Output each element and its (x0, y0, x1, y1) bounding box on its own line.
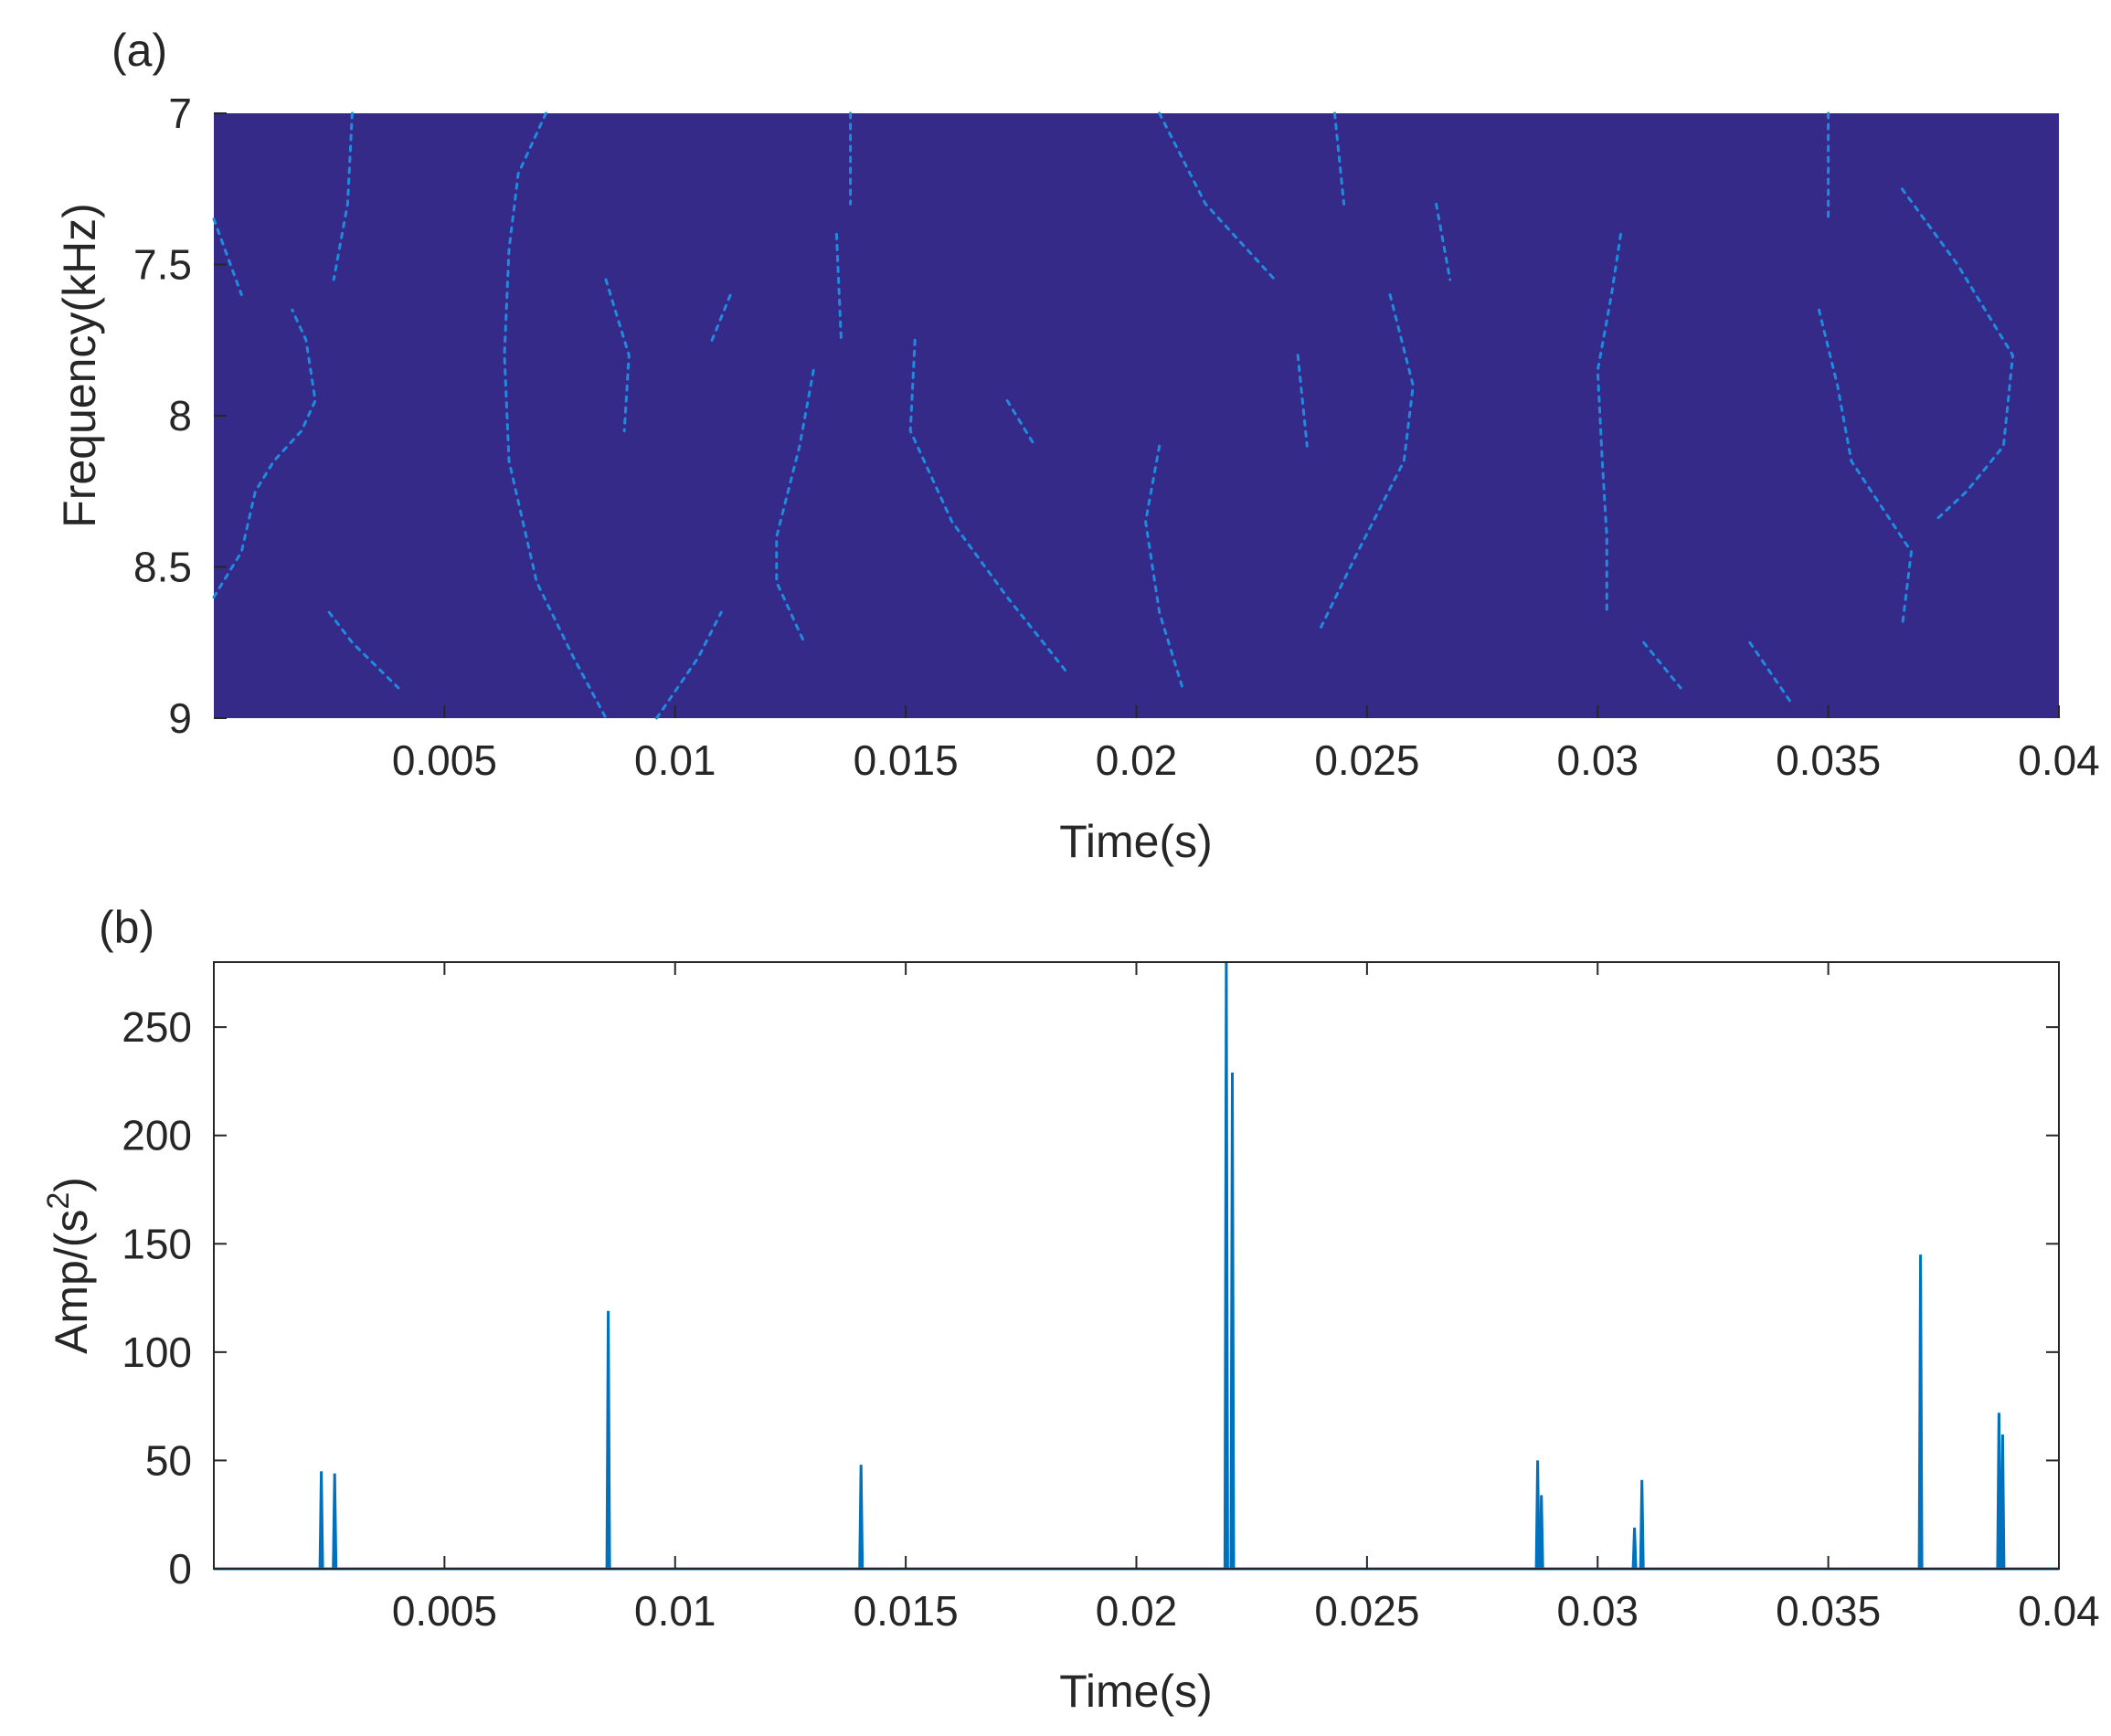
spectrogram-ridge (1748, 640, 1793, 704)
x-tick-label: 0.04 (2018, 736, 2100, 784)
y-tick-label: 250 (122, 1003, 192, 1051)
spectrogram-ridge (710, 293, 732, 342)
panel-b-label: (b) (99, 902, 154, 953)
spectrogram-ridge (834, 232, 843, 342)
spectrogram-ridge (604, 278, 631, 433)
spectrogram-ridge (332, 111, 354, 281)
y-tick-label: 200 (122, 1112, 192, 1159)
y-tick-label: 100 (122, 1328, 192, 1376)
amplitude-spike (1996, 1413, 2002, 1570)
panel-b-x-axis-label: Time(s) (1059, 1666, 1213, 1717)
x-tick-label: 0.005 (392, 736, 497, 784)
amplitude-spike (1534, 1460, 1541, 1570)
spectrogram-ridge (1144, 444, 1184, 690)
x-tick-label: 0.01 (634, 736, 716, 784)
spectrogram-ridge (1642, 640, 1682, 690)
panel-a: (a) 0.005 0.01 0.015 0.02 0.025 0.03 0.035 0.04… (54, 25, 2100, 867)
x-tick-label: 0.015 (854, 1587, 959, 1635)
x-tick-label: 0.035 (1776, 736, 1881, 784)
spectrogram-ridge (1005, 399, 1036, 448)
amplitude-spike (1223, 961, 1229, 1570)
panel-a-y-axis-label: Frequency(kHz) (54, 203, 105, 528)
spectrogram-ridge (1319, 293, 1415, 630)
x-tick-label: 0.005 (392, 1587, 497, 1635)
amplitude-spike (318, 1471, 324, 1570)
amplitude-spike (1538, 1495, 1544, 1570)
amplitude-spike (1917, 1254, 1924, 1570)
panel-b-y-axis-label-main: Amp/(s (46, 1210, 97, 1354)
amplitude-spike (1639, 1479, 1645, 1570)
x-tick-label: 0.035 (1776, 1587, 1881, 1635)
spectrogram-ridge (1158, 111, 1277, 281)
spectrogram-ridge (1333, 111, 1346, 206)
amplitude-spike (1229, 1072, 1236, 1570)
y-tick-label: 7.5 (133, 241, 192, 289)
x-tick-label: 0.03 (1556, 1587, 1639, 1635)
spectrogram-ridge (1900, 187, 2015, 524)
y-tick-label: 0 (168, 1545, 192, 1593)
y-tick-label: 8 (168, 392, 192, 439)
spectrogram-ridge (908, 338, 1069, 674)
x-tick-label: 0.015 (854, 736, 959, 784)
panel-b-y-axis-label-end: ) (46, 1177, 97, 1192)
amplitude-spike (605, 1310, 611, 1570)
panel-b-x-ticks: 0.005 0.01 0.015 0.02 0.025 0.03 0.035 0.04 (392, 962, 2100, 1635)
x-tick-label: 0.02 (1096, 736, 1178, 784)
amplitude-spike (1631, 1527, 1638, 1570)
y-tick-label: 50 (145, 1436, 192, 1484)
amplitude-spike (858, 1465, 865, 1570)
spectrogram-ridge (1818, 308, 1914, 630)
spectrogram-ridge (327, 610, 400, 690)
y-tick-label: 9 (168, 694, 192, 742)
spectrogram-ridge (655, 610, 723, 720)
panel-b: (b) 0.005 0.01 0.015 0.02 0.025 0.03 0.035 0.04… (41, 902, 2100, 1717)
x-tick-label: 0.025 (1314, 736, 1419, 784)
panel-b-y-ticks: 0 50 100 150 200 250 (122, 1003, 2059, 1593)
panel-b-y-axis-label: Amp/(s2) (41, 1177, 97, 1354)
spectrogram-ridge (212, 308, 317, 599)
y-tick-label: 8.5 (133, 544, 192, 591)
x-tick-label: 0.02 (1096, 1587, 1178, 1635)
x-tick-label: 0.04 (2018, 1587, 2100, 1635)
panel-a-x-axis-label: Time(s) (1059, 816, 1213, 867)
spectrogram-ridge (212, 217, 243, 297)
spectrogram-ridge (1296, 354, 1309, 448)
x-tick-label: 0.03 (1556, 736, 1639, 784)
panel-b-plot-area (214, 962, 2059, 1569)
spectrogram-background (214, 113, 2059, 718)
spectrogram-ridge (503, 111, 608, 720)
panel-a-x-ticks: 0.005 0.01 0.015 0.02 0.025 0.03 0.035 0.04 (392, 705, 2100, 784)
panel-b-y-axis-label-sup: 2 (41, 1192, 76, 1210)
spectrogram-ridge (1596, 232, 1622, 614)
y-tick-label: 7 (168, 90, 192, 137)
panel-a-y-ticks: 7 7.5 8 8.5 9 (133, 90, 227, 742)
amplitude-spike (332, 1473, 338, 1570)
spectrogram-ridge (1435, 202, 1452, 281)
panel-a-label: (a) (111, 25, 167, 76)
y-tick-label: 150 (122, 1220, 192, 1267)
amplitude-spike (2000, 1434, 2006, 1570)
spectrogram-ridges (212, 111, 2015, 720)
x-tick-label: 0.01 (634, 1587, 716, 1635)
x-tick-label: 0.025 (1314, 1587, 1419, 1635)
